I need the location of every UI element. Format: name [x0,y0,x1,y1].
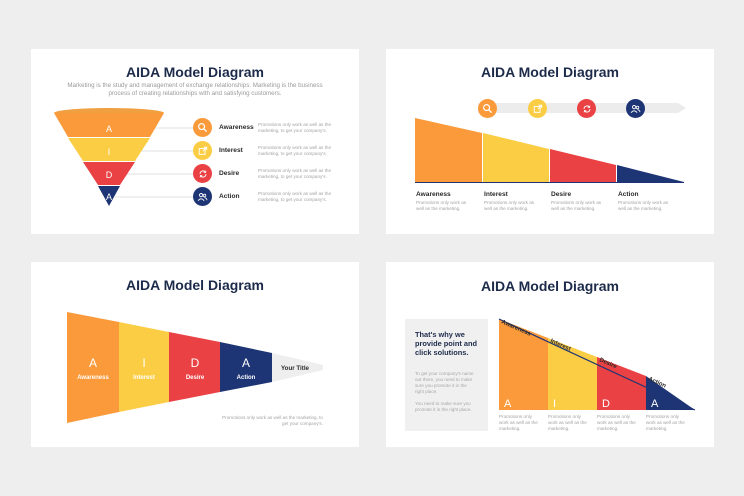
refresh-icon [577,99,596,118]
funnel-segment-awareness [54,113,164,137]
segment-letter: A [242,356,250,370]
bar-action [617,165,684,182]
segment-desire [169,332,220,402]
segment-tip [272,353,323,382]
bar-interest [548,338,597,410]
segment-interest [119,322,169,412]
bar-action [646,376,695,410]
bar-awareness [499,319,548,410]
slide-title: AIDA Model Diagram [126,64,264,80]
info-box: That's why we provide point and click so… [405,319,488,431]
step-label: Awareness [219,124,254,131]
step-label: Desire [219,170,240,177]
segment-label: Interest [133,375,155,381]
slide-subtitle-line2: process of creating relationships with a… [108,90,282,97]
refresh-icon [193,164,212,183]
slide-title: AIDA Model Diagram [126,277,264,293]
info-body: To get your company's name out there, yo… [415,371,474,412]
slide-title: AIDA Model Diagram [481,64,619,80]
step-desc: Promotions only work as well as the marke… [484,200,535,211]
step-desc: Promotions only work as well as the marke… [258,191,332,202]
tip-label: Your Title [281,365,310,372]
step-desc: Promotions only work as well as the market… [646,414,685,431]
horizontal-funnel: A I D A Awareness Interest Desire Action… [67,312,323,423]
slide-staircase: AIDA Model Diagram That's why we provide… [386,262,714,447]
slide-title: AIDA Model Diagram [481,278,619,294]
bar-desire [550,149,616,182]
segment-action [220,342,272,392]
step-label: Action [618,191,639,198]
funnel-segment-action [98,186,120,206]
funnel-segment-interest [68,138,150,161]
search-icon [193,118,212,137]
info-heading: That's why we provide point and click so… [415,330,477,357]
segment-label: Awareness [77,375,109,381]
step-label: Action [219,193,240,200]
step-desc: Promotions only work as well as the marke… [416,200,467,211]
step-desc: Promotions only work as well as the marke… [258,145,332,156]
bar-awareness [415,118,482,182]
funnel-diagram: A I D A [54,108,194,206]
segment-letter: D [191,356,200,370]
step-letter: A [504,398,512,410]
funnel-letter: D [106,170,113,180]
step-letter: I [553,398,556,410]
funnel-segment-desire [83,162,135,185]
users-icon [193,187,212,206]
step-desc: Promotions only work as well as the marke… [258,122,332,133]
search-icon [478,99,497,118]
share-icon [528,99,547,118]
slide-horizontal-funnel: AIDA Model Diagram A I D A Awareness Int… [31,262,359,447]
step-letter: A [651,398,659,410]
users-icon [626,99,645,118]
diagonal-line [498,318,696,411]
step-desc: Promotions only work as well as the market… [499,414,538,431]
step-letter: D [602,398,610,410]
step-label: Awareness [416,191,451,198]
segment-letter: I [142,356,145,370]
step-label: Interest [484,191,508,198]
slide-funnel: AIDA Model Diagram Marketing is the stud… [31,49,359,234]
funnel-letter: A [106,124,112,134]
slide-wedge-bars: AIDA Model Diagram Awareness Interest De… [386,49,714,234]
step-desc: Promotions only work as well as the market… [548,414,587,431]
segment-label: Action [237,375,256,381]
slide-subtitle-line1: Marketing is the study and management of… [67,82,323,89]
share-icon [193,141,212,160]
segment-awareness [67,312,119,423]
segment-label: Desire [186,375,205,381]
staircase-diagram: Awareness Interest Desire Action A I D A [498,318,696,411]
step-desc: Promotions only work as well as the market… [597,414,636,431]
segment-letter: A [89,356,97,370]
step-desc: Promotions only work as well as the marke… [618,200,669,211]
bar-interest [483,133,549,182]
step-label: Desire [551,191,572,198]
funnel-letter: A [106,192,112,202]
slide-note: Promotions only work as well as the mark… [222,415,323,426]
step-desc: Promotions only work as well as the marke… [258,168,332,179]
step-label: Interest [219,147,243,154]
step-desc: Promotions only work as well as the marke… [551,200,602,211]
funnel-letter: I [108,147,111,157]
